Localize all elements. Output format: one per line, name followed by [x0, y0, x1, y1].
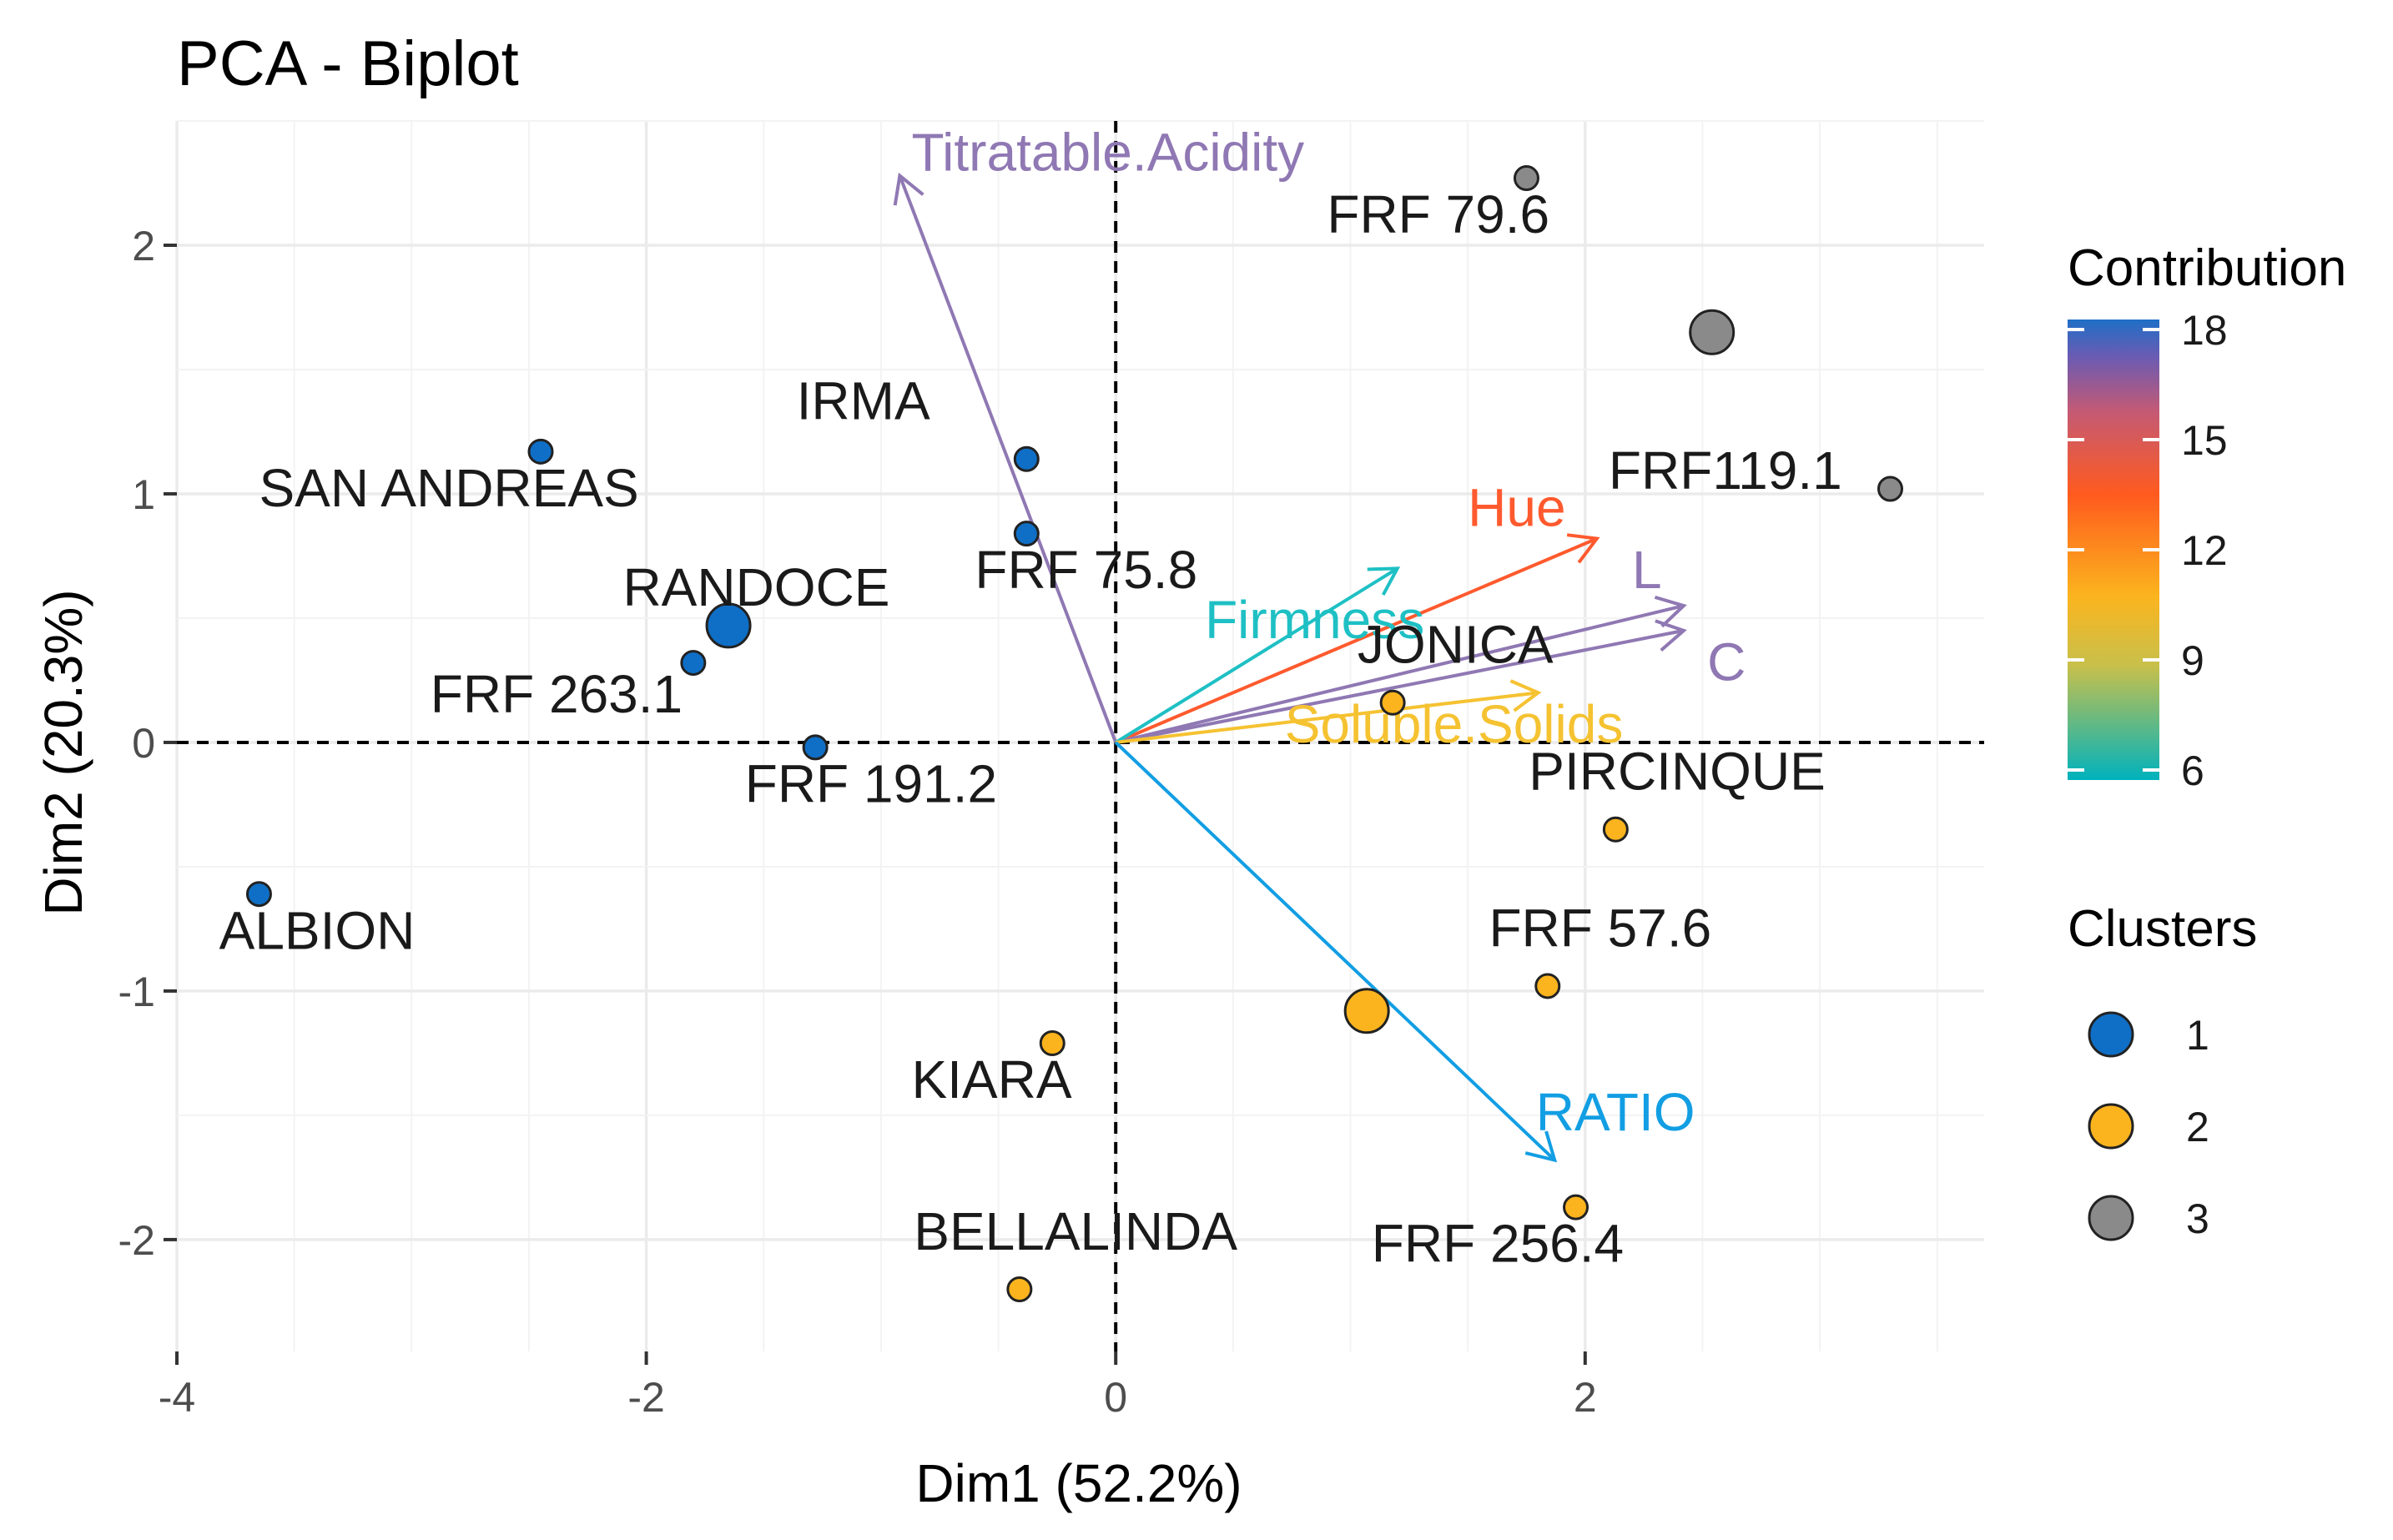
variable-arrow-line	[1115, 536, 1598, 744]
variable-arrow: Firmness	[1115, 566, 1424, 744]
x-tick-label: 0	[1104, 1374, 1127, 1421]
cluster-center-point	[705, 602, 752, 649]
individual-labels: FRF 79.6 FRF119.1 IRMA SAN ANDREAS FRF 75.8 R…	[219, 184, 1842, 1274]
individual-point	[1013, 445, 1040, 472]
variable-arrow-line	[1115, 604, 1685, 744]
variable-label: Firmness	[1205, 590, 1424, 650]
individual-point	[527, 438, 554, 465]
variable-arrow-head	[1655, 619, 1687, 652]
individual-label: KIARA	[911, 1049, 1071, 1110]
cluster-key-swatch	[2088, 1103, 2134, 1150]
individual-point	[1039, 1030, 1066, 1057]
variable-arrow-head	[1509, 679, 1542, 712]
grid	[175, 120, 1984, 1351]
colorbar-tick-label: 18	[2181, 307, 2228, 354]
variable-arrow-head	[1654, 595, 1687, 628]
variable-arrow: Soluble.Solids	[1115, 679, 1624, 754]
variable-arrow: RATIO	[1114, 741, 1695, 1163]
individual-point	[1513, 165, 1539, 192]
variable-arrow: L	[1115, 540, 1687, 744]
variable-arrow-line	[1115, 566, 1398, 744]
individual-label: PIRCINQUE	[1529, 742, 1826, 802]
colorbar-tick-label: 12	[2181, 527, 2228, 574]
individual-label: FRF 75.8	[975, 540, 1197, 600]
y-tick-label: -1	[118, 969, 155, 1015]
x-axis-title: Dim1 (52.2%)	[915, 1453, 1242, 1513]
x-tick-label: -2	[627, 1374, 664, 1421]
variable-arrow-line	[1114, 741, 1556, 1162]
x-tick-label: 2	[1574, 1374, 1597, 1421]
variable-label: C	[1707, 632, 1746, 692]
cluster-key-label: 1	[2186, 1012, 2209, 1059]
individual-point	[1379, 689, 1406, 716]
y-tick-label: -2	[118, 1217, 155, 1264]
variable-label: L	[1632, 540, 1662, 600]
chart-title: PCA - Biplot	[177, 28, 519, 99]
x-tick-label: -4	[159, 1374, 195, 1421]
individual-label: BELLALINDA	[914, 1201, 1237, 1261]
variable-arrow: Titratable.Acidity	[893, 123, 1304, 743]
individual-label: FRF 57.6	[1489, 898, 1711, 958]
colorbar-tick-label: 15	[2181, 417, 2228, 464]
variable-arrow: C	[1115, 619, 1746, 744]
variable-arrow-head	[1524, 1130, 1558, 1163]
individual-point	[1006, 1276, 1033, 1303]
variable-arrow-line	[898, 174, 1118, 743]
variable-label: Soluble.Solids	[1285, 694, 1624, 754]
contribution-legend-title: Contribution	[2068, 239, 2346, 297]
cluster-center-point	[1343, 988, 1390, 1034]
variable-label: RATIO	[1536, 1082, 1695, 1142]
colorbar-tick-label: 6	[2181, 747, 2204, 794]
individual-label: FRF119.1	[1609, 440, 1842, 501]
variable-label: Titratable.Acidity	[911, 123, 1304, 183]
clusters-legend-title: Clusters	[2068, 900, 2257, 958]
individual-point	[1534, 973, 1561, 999]
axes: -4 -2 0 2 -2 -1 0 1 2	[118, 121, 1984, 1421]
individual-label: JONICA	[1358, 615, 1554, 675]
cluster-key-swatch	[2088, 1195, 2134, 1241]
variable-arrow-head	[1566, 533, 1600, 564]
individual-label: FRF 263.1	[431, 664, 683, 724]
variable-arrow-line	[1115, 628, 1685, 744]
y-axis-title: Dim2 (20.3%)	[33, 589, 93, 915]
individual-point	[1602, 816, 1629, 843]
individual-points	[245, 165, 1903, 1303]
cluster-center-point	[1689, 309, 1736, 355]
individual-label: FRF 191.2	[745, 753, 997, 813]
individual-point	[1013, 521, 1040, 547]
y-tick-label: 0	[132, 720, 155, 767]
individual-label: ALBION	[219, 900, 416, 960]
individual-point	[1563, 1194, 1589, 1220]
cluster-key-swatch	[2088, 1011, 2134, 1058]
individual-label: FRF 79.6	[1327, 184, 1549, 244]
colorbar-tick-label: 9	[2181, 637, 2204, 684]
variable-arrow: Hue	[1115, 478, 1600, 744]
individual-label: SAN ANDREAS	[259, 458, 638, 518]
y-tick-label: 1	[132, 471, 155, 518]
variable-arrow-head	[893, 172, 924, 206]
variable-arrows: Titratable.Acidity Hue LC Firmness Soluble.S…	[893, 123, 1746, 1163]
variable-label: Hue	[1468, 478, 1565, 538]
y-tick-label: 2	[132, 223, 155, 269]
individual-point	[1877, 476, 1903, 502]
individual-point	[802, 734, 829, 761]
individual-point	[245, 881, 272, 908]
individual-point	[680, 650, 707, 677]
cluster-key-label: 3	[2186, 1195, 2209, 1242]
individual-label: IRMA	[797, 371, 930, 431]
individual-label: FRF 256.4	[1372, 1214, 1624, 1274]
variable-arrow-head	[1367, 566, 1401, 596]
individual-label: RANDOCE	[622, 557, 889, 617]
cluster-key-label: 2	[2186, 1104, 2209, 1150]
variable-arrow-line	[1115, 691, 1539, 744]
